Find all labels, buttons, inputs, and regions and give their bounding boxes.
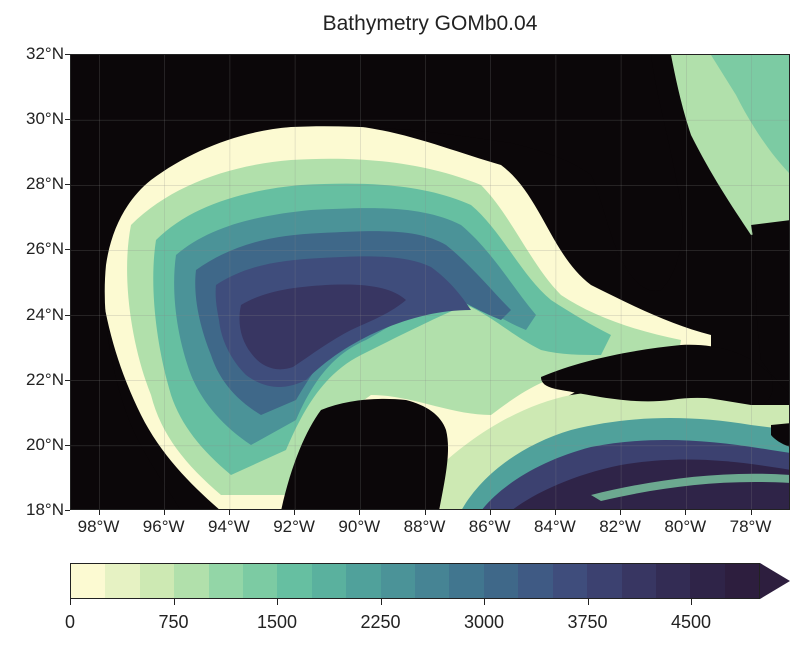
map-title: Bathymetry GOMb0.04 <box>322 12 538 35</box>
lon-label: 80°W <box>664 517 707 536</box>
colorbar-segment <box>243 564 278 598</box>
lat-tick <box>65 184 70 186</box>
colorbar-segment <box>518 564 553 598</box>
colorbar-segment <box>71 564 106 598</box>
colorbar-segment <box>724 564 760 598</box>
colorbar-segment <box>655 564 691 598</box>
colorbar-segment <box>311 564 347 598</box>
lon-label: 94°W <box>208 517 250 536</box>
lon-label: 82°W <box>599 517 641 536</box>
colorbar-segment <box>105 564 140 598</box>
lon-tick <box>163 510 165 515</box>
map-svg <box>71 55 789 509</box>
colorbar-segment <box>174 564 209 598</box>
lat-label: 20°N <box>26 434 64 454</box>
lat-label: 22°N <box>26 369 64 389</box>
colorbar <box>70 563 760 599</box>
colorbar-tick <box>173 599 175 605</box>
colorbar-tick-label: 3750 <box>567 612 608 632</box>
lon-tick <box>228 510 230 515</box>
lat-label: 24°N <box>26 304 64 324</box>
lon-label: 84°W <box>534 517 576 536</box>
lat-tick <box>65 119 70 121</box>
colorbar-tick-label: 750 <box>158 612 189 632</box>
colorbar-tick-label: 3000 <box>463 612 505 632</box>
lon-tick <box>750 510 752 515</box>
colorbar-tick-label: 4500 <box>670 612 712 632</box>
land-mass <box>771 423 789 447</box>
colorbar-segment <box>277 564 312 598</box>
ocean-depth-layers <box>98 55 789 509</box>
land-mass <box>751 220 789 393</box>
colorbar-extend-arrow <box>760 563 790 599</box>
colorbar-segment <box>139 564 175 598</box>
lon-tick <box>359 510 361 515</box>
lon-tick <box>620 510 622 515</box>
land-mass <box>71 55 683 509</box>
lon-label: 92°W <box>273 517 315 536</box>
colorbar-tick <box>691 599 692 605</box>
colorbar-tick <box>277 599 278 605</box>
lat-label: 18°N <box>26 499 64 519</box>
atlantic-depth-contour <box>711 55 789 173</box>
lon-tick <box>294 510 296 515</box>
colorbar-tick-label: 1500 <box>256 612 298 632</box>
lat-tick <box>65 54 70 55</box>
lon-tick <box>554 510 556 515</box>
colorbar-segment <box>552 564 588 598</box>
colorbar-tick <box>484 599 485 605</box>
colorbar-tick <box>587 599 589 605</box>
colorbar-segment <box>621 564 656 598</box>
lon-label: 96°W <box>142 517 185 536</box>
lat-label: 28°N <box>26 174 64 194</box>
bathymetry-map <box>70 54 790 510</box>
lat-tick <box>65 249 70 251</box>
lon-label: 98°W <box>77 517 120 536</box>
lon-tick <box>489 510 491 515</box>
land-mass <box>281 398 449 509</box>
colorbar-tick-label: 0 <box>64 612 75 632</box>
land-mask <box>71 55 789 509</box>
lat-tick <box>65 379 70 381</box>
lon-label: 78°W <box>729 517 772 536</box>
colorbar-segment <box>690 564 725 598</box>
colorbar-segment <box>346 564 381 598</box>
map-gridlines <box>71 55 789 509</box>
colorbar-segment <box>483 564 519 598</box>
lat-tick <box>65 444 70 446</box>
colorbar-segment <box>449 564 484 598</box>
colorbar-tick-label: 2250 <box>360 612 401 632</box>
lon-tick <box>685 510 687 515</box>
lon-tick <box>424 510 426 515</box>
colorbar-segment <box>587 564 622 598</box>
lat-label: 32°N <box>26 44 64 63</box>
lat-label: 26°N <box>26 239 64 259</box>
colorbar-segment <box>380 564 416 598</box>
lat-tick <box>65 314 70 316</box>
colorbar-tick <box>70 599 71 605</box>
depth-contour <box>239 284 406 370</box>
lat-tick <box>65 509 70 511</box>
lon-label: 88°W <box>403 517 446 536</box>
colorbar-segment <box>208 564 244 598</box>
cayman-ridge <box>591 473 789 501</box>
colorbar-tick <box>380 599 382 605</box>
colorbar-segment <box>415 564 450 598</box>
lon-tick <box>98 510 100 515</box>
land-mass <box>541 344 773 405</box>
lon-label: 90°W <box>338 517 381 536</box>
lon-label: 86°W <box>468 517 511 536</box>
lat-label: 30°N <box>26 109 64 129</box>
